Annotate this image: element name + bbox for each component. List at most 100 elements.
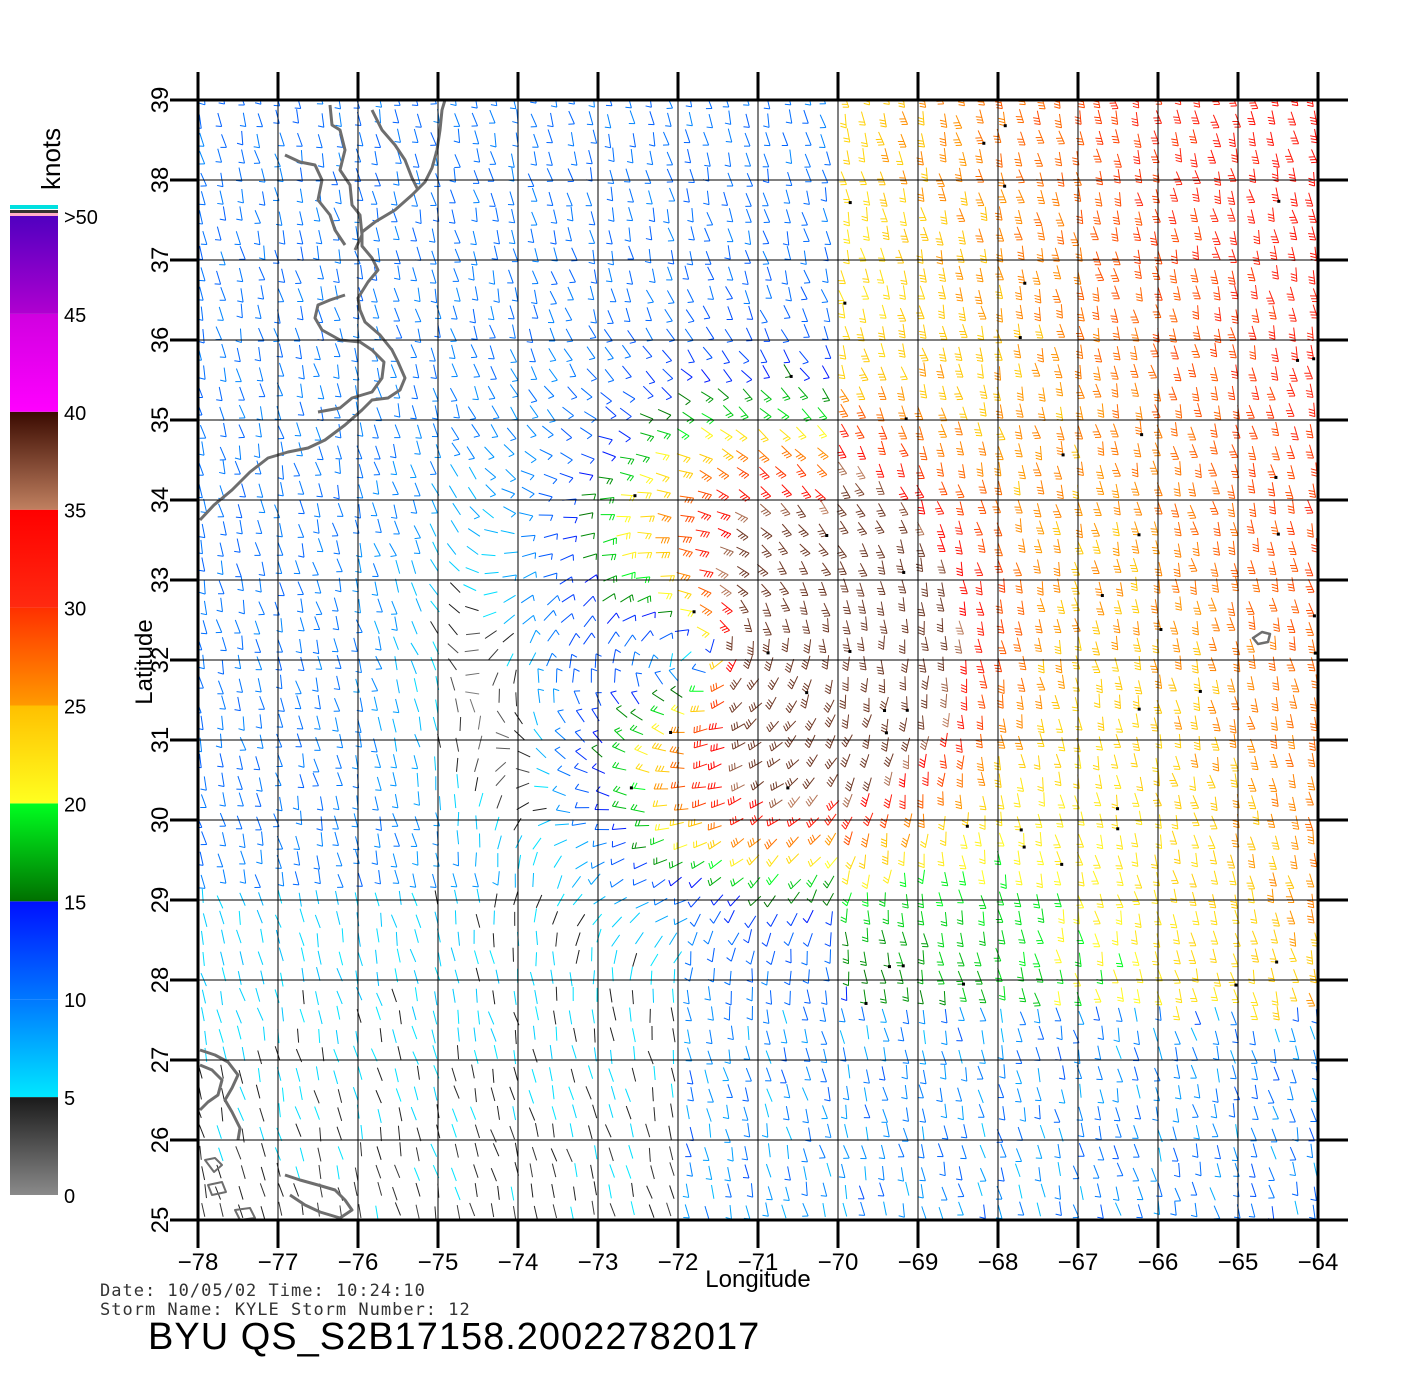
wind-barb-shaft: [998, 446, 1004, 460]
wind-barb-flag: [646, 163, 653, 166]
wind-barb-shaft: [371, 190, 378, 205]
wind-barb-flag: [682, 278, 689, 280]
wind-barb: [646, 190, 653, 205]
wind-barb-flag: [977, 280, 984, 283]
wind-barb-shaft: [821, 365, 830, 379]
wind-barb-flag: [1015, 452, 1022, 455]
wind-barb: [472, 130, 480, 145]
wind-barb: [1152, 265, 1161, 280]
wind-barb-shaft: [1214, 246, 1221, 261]
wind-barb-flag: [818, 452, 824, 457]
wind-barb-shaft: [611, 250, 614, 265]
wind-barb: [278, 268, 286, 283]
wind-barb: [335, 445, 342, 460]
wind-barb-flag: [315, 242, 322, 245]
wind-barb-shaft: [1060, 304, 1063, 319]
wind-barb-flag: [452, 438, 460, 441]
wind-barb-flag: [1093, 217, 1100, 219]
wind-barb-shaft: [221, 343, 227, 358]
wind-barb: [587, 285, 595, 301]
wind-barb-shaft: [281, 268, 286, 283]
wind-barb-shaft: [998, 266, 1004, 280]
wind-barb-flag: [1033, 120, 1040, 123]
wind-barb-shaft: [1058, 130, 1065, 144]
wind-barb: [958, 151, 967, 167]
wind-barb-flag: [980, 218, 988, 222]
wind-barb-shaft: [859, 445, 867, 460]
wind-barb-flag: [960, 197, 967, 200]
wind-barb-shaft: [553, 209, 558, 224]
wind-barb-shaft: [868, 100, 871, 105]
wind-barb: [390, 364, 397, 379]
wind-barb-shaft: [454, 100, 457, 106]
wind-barb: [1035, 445, 1043, 461]
wind-barb-flag: [1310, 119, 1317, 123]
wind-barb-flag: [1195, 475, 1202, 479]
wind-barb: [721, 191, 729, 206]
wind-barb-flag: [939, 137, 946, 141]
wind-barb-flag: [939, 395, 946, 398]
wind-barb: [1210, 423, 1218, 438]
wind-barb-shaft: [235, 231, 242, 245]
wind-barb-flag: [901, 514, 909, 516]
wind-barb-flag: [939, 140, 946, 144]
wind-barb: [1170, 228, 1180, 243]
wind-barb-flag: [976, 357, 983, 359]
wind-barb: [546, 409, 556, 423]
wind-barb-flag: [1169, 335, 1176, 337]
wind-barb: [687, 208, 694, 223]
wind-barb: [296, 230, 304, 245]
wind-barb: [295, 270, 302, 285]
wind-barb: [800, 286, 808, 301]
wind-barb: [1249, 425, 1258, 440]
wind-barb: [453, 128, 461, 144]
wind-barb-shaft: [1293, 426, 1299, 441]
wind-barb: [676, 453, 691, 464]
wind-barb: [1076, 385, 1085, 399]
wind-barb: [277, 425, 285, 440]
wind-barb-shaft: [781, 445, 792, 456]
wind-barb-flag: [820, 199, 827, 202]
wind-barb-flag: [1057, 496, 1064, 500]
wind-barb: [449, 209, 456, 224]
wind-barb-shaft: [724, 328, 734, 342]
wind-barb-shaft: [940, 250, 944, 265]
wind-barb-shaft: [666, 290, 675, 303]
wind-barb: [1130, 309, 1140, 324]
wind-barb-flag: [278, 242, 285, 245]
wind-barb-flag: [721, 494, 727, 500]
wind-barb-flag: [1231, 315, 1238, 318]
wind-barb-shaft: [1140, 287, 1143, 302]
wind-barb: [1094, 192, 1103, 207]
wind-barb-flag: [1094, 357, 1101, 360]
wind-barb: [859, 171, 867, 186]
wind-barb: [1189, 444, 1198, 458]
wind-barb: [335, 112, 342, 128]
wind-barb-flag: [1019, 477, 1026, 480]
wind-barb-shaft: [676, 428, 690, 437]
wind-barb-shaft: [862, 285, 870, 300]
wind-barb-flag: [488, 456, 495, 460]
wind-barb-flag: [1132, 395, 1139, 397]
wind-barb-shaft: [1196, 325, 1201, 340]
wind-barb: [566, 192, 573, 207]
wind-barb: [239, 483, 247, 498]
wind-barb-flag: [1248, 452, 1255, 455]
wind-barb: [258, 191, 266, 206]
wind-barb-flag: [1229, 282, 1236, 285]
wind-barb-shaft: [621, 344, 632, 357]
wind-barb: [762, 365, 771, 379]
wind-barb-shaft: [645, 327, 654, 341]
colorbar-unit-label: knots: [36, 128, 66, 190]
wind-barb: [821, 207, 829, 222]
wind-barb: [1210, 386, 1219, 401]
wind-barb: [411, 100, 419, 107]
wind-barb-flag: [335, 124, 342, 128]
wind-barb-shaft: [354, 250, 361, 264]
wind-barb: [355, 445, 363, 460]
wind-barb-flag: [1170, 222, 1177, 225]
wind-barb: [586, 368, 597, 382]
wind-barb: [317, 153, 325, 168]
wind-barb-flag: [1288, 174, 1295, 177]
